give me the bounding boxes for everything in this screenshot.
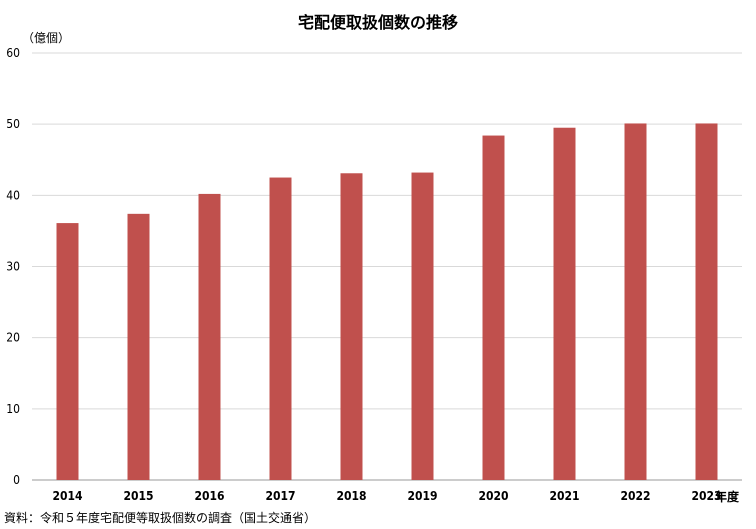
x-tick-label: 2018 (336, 489, 366, 503)
bars (56, 123, 718, 481)
y-tick-label: 40 (6, 188, 20, 202)
bar-2015 (127, 213, 150, 480)
x-tick-label: 2022 (620, 489, 650, 503)
x-tick-label: 2021 (549, 489, 579, 503)
bar-2014 (56, 223, 79, 481)
y-tick-label: 60 (6, 46, 20, 60)
bar-2019 (411, 172, 434, 480)
bar-2018 (340, 173, 363, 480)
y-tick-label: 0 (13, 473, 20, 487)
y-tick-label: 20 (6, 331, 20, 345)
bar-2022 (624, 123, 647, 480)
x-tick-label: 2019 (407, 489, 437, 503)
x-tick-label: 2016 (194, 489, 224, 503)
bar-2020 (482, 135, 505, 480)
x-tick-label: 2023 (691, 489, 721, 503)
bar-2023 (695, 123, 718, 480)
x-tick-label: 2020 (478, 489, 508, 503)
y-tick-label: 30 (6, 260, 20, 274)
x-tick-label: 2015 (123, 489, 153, 503)
bar-2021 (553, 127, 576, 480)
chart-title: 宅配便取扱個数の推移 (297, 13, 458, 32)
source-note: 資料：令和５年度宅配便等取扱個数の調査（国土交通省） (4, 511, 317, 525)
y-axis-unit-label: （億個） (22, 31, 71, 45)
y-tick-labels: 0 10 20 30 40 50 60 (6, 46, 20, 487)
bar-2017 (269, 177, 292, 480)
y-tick-label: 50 (6, 117, 20, 131)
gridlines (32, 52, 742, 481)
x-tick-label: 2014 (52, 489, 83, 503)
y-tick-label: 10 (6, 402, 20, 416)
bar-2016 (198, 193, 221, 480)
x-axis-unit-label: 年度 (715, 490, 740, 504)
x-tick-label: 2017 (265, 489, 295, 503)
x-tick-labels: 2014 2015 2016 2017 2018 2019 2020 2021 2022 2023 (52, 489, 721, 503)
